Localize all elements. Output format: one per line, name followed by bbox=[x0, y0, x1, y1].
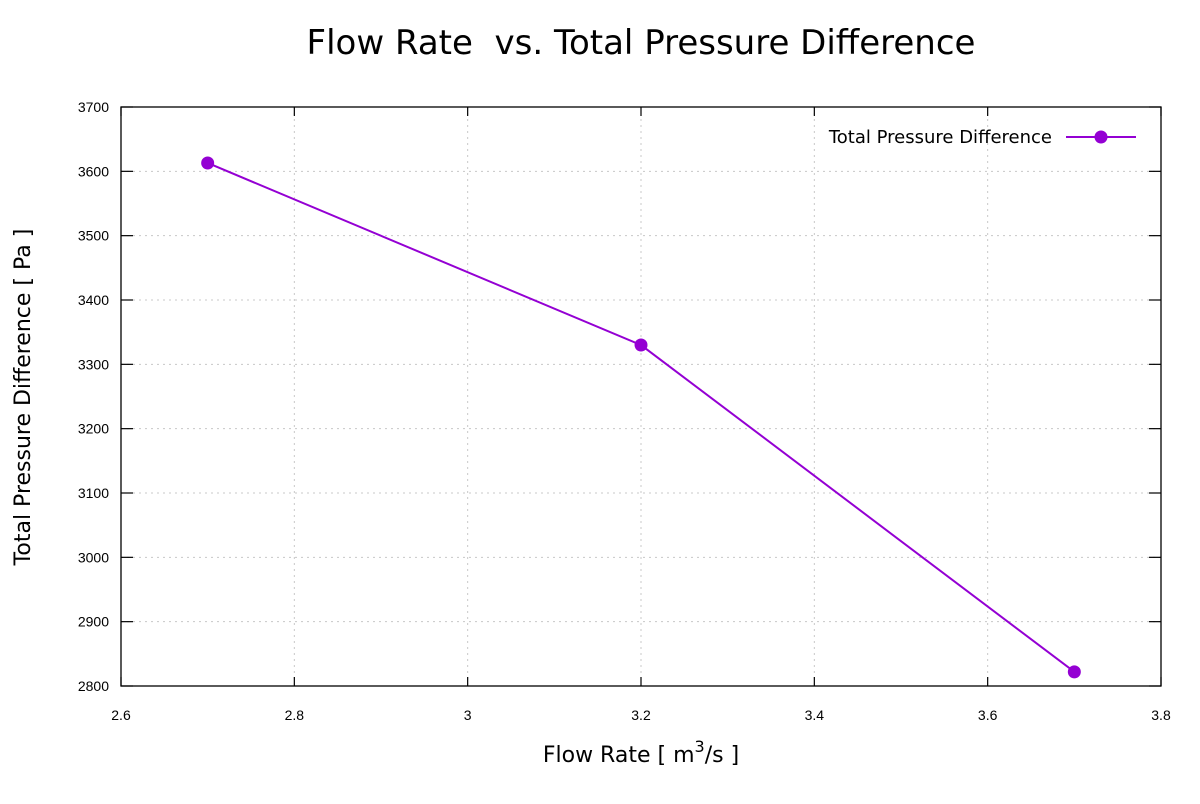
x-tick-label: 2.8 bbox=[285, 707, 305, 723]
data-point bbox=[634, 338, 648, 352]
x-axis-label-suffix: /s ] bbox=[705, 743, 739, 768]
x-tick-label: 3.8 bbox=[1151, 707, 1171, 723]
x-tick-label: 3.4 bbox=[805, 707, 825, 723]
legend-marker bbox=[1094, 130, 1108, 144]
y-tick-label: 3300 bbox=[78, 356, 109, 372]
x-axis-label-prefix: Flow Rate [ m bbox=[543, 743, 695, 768]
x-axis-label: Flow Rate [ m3/s ] bbox=[543, 737, 739, 768]
y-tick-label: 2800 bbox=[78, 678, 109, 694]
chart-title: Flow Rate vs. Total Pressure Difference bbox=[307, 23, 976, 63]
legend-label: Total Pressure Difference bbox=[828, 127, 1052, 148]
x-tick-label: 3.6 bbox=[978, 707, 998, 723]
y-tick-label: 3400 bbox=[78, 292, 109, 308]
y-tick-label: 3500 bbox=[78, 228, 109, 244]
grid bbox=[121, 107, 1161, 686]
x-axis: 2.6 2.8 3 3.2 3.4 3.6 3.8 bbox=[111, 107, 1171, 723]
x-tick-label: 2.6 bbox=[111, 707, 131, 723]
y-tick-label: 3700 bbox=[78, 99, 109, 115]
y-tick-label: 3100 bbox=[78, 485, 109, 501]
y-tick-label: 3600 bbox=[78, 163, 109, 179]
x-axis-label-sup: 3 bbox=[695, 737, 705, 756]
y-axis-label: Total Pressure Difference [ Pa ] bbox=[11, 229, 36, 567]
x-tick-label: 3.2 bbox=[631, 707, 651, 723]
legend: Total Pressure Difference bbox=[828, 127, 1136, 148]
y-tick-label: 2900 bbox=[78, 614, 109, 630]
series-total-pressure-difference bbox=[201, 156, 1081, 679]
data-point bbox=[1067, 665, 1081, 679]
x-tick-label: 3 bbox=[464, 707, 472, 723]
y-axis: 2800 2900 3000 3100 3200 3300 3400 3500 3600 3700 bbox=[78, 99, 1161, 694]
data-point bbox=[201, 156, 215, 170]
y-tick-label: 3000 bbox=[78, 549, 109, 565]
y-tick-label: 3200 bbox=[78, 421, 109, 437]
